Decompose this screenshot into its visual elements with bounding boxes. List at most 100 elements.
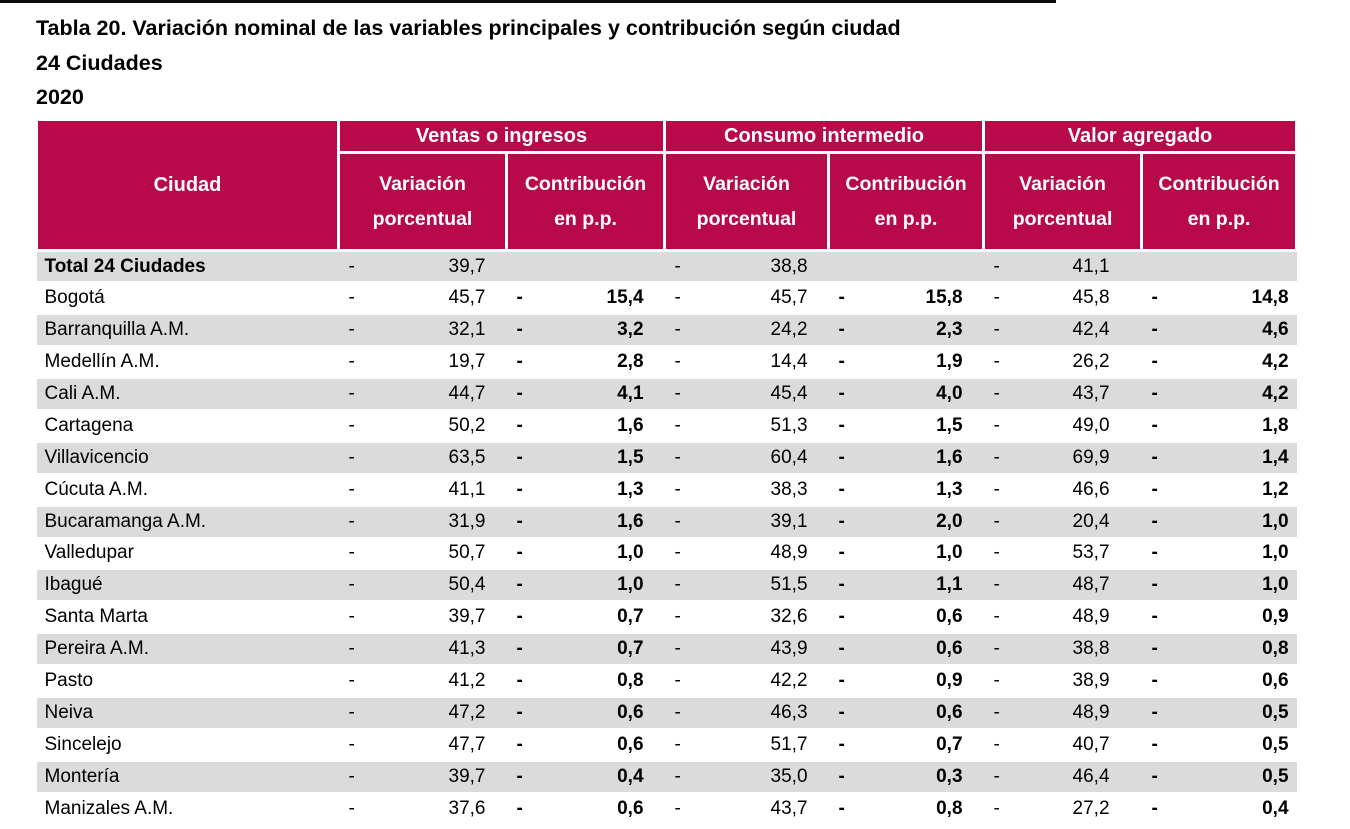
table-header: Ciudad Ventas o ingresos Consumo interme… [35, 118, 1299, 252]
minus-sign: - [993, 670, 1000, 692]
minus-sign: - [674, 319, 681, 341]
minus-sign: - [674, 255, 681, 277]
table-row: Pereira A.M. -41,3-0,7-43,9-0,6-38,8-0,8 [36, 633, 1297, 667]
minus-sign: - [516, 733, 523, 755]
minus-sign: - [516, 383, 523, 404]
minus-sign: - [674, 765, 681, 787]
cell-value: 46,4 [1072, 765, 1110, 787]
cell-value: 49,0 [1072, 414, 1110, 436]
minus-sign: - [674, 574, 681, 596]
cell-value: 1,1 [936, 574, 963, 596]
consumo-variacion-cell: - 46,3 [664, 696, 829, 730]
cell-value: 41,1 [1072, 255, 1110, 277]
valor-contribucion-cell: - 1,8 [1141, 409, 1297, 443]
consumo-contribucion-cell: - 0,6 [828, 601, 984, 635]
ventas-contribucion-cell: - 1,6 [506, 409, 665, 443]
consumo-contribucion-cell: - 2,0 [828, 505, 984, 539]
minus-sign: - [516, 319, 523, 341]
minus-sign: - [348, 287, 355, 309]
ciudad-cell: Cali A.M. [36, 378, 339, 411]
ventas-variacion-cell: - 47,7 [338, 728, 507, 762]
minus-sign: - [1151, 510, 1158, 532]
table-row: Medellín A.M. -19,7-2,8-14,4-1,9-26,2-4,2 [36, 346, 1297, 380]
minus-sign: - [1151, 733, 1158, 755]
ventas-variacion-cell: - 47,2 [338, 696, 507, 730]
minus-sign: - [993, 255, 1000, 277]
cell-value: 1,9 [936, 351, 963, 373]
consumo-contribucion-cell: - 2,3 [828, 314, 984, 348]
valor-variacion-cell: - 45,8 [983, 282, 1142, 316]
consumo-contribucion-cell [828, 250, 984, 284]
valor-contribucion-cell: - 0,9 [1141, 601, 1297, 635]
cell-value: 42,4 [1072, 319, 1110, 341]
cell-value: 69,9 [1072, 446, 1110, 468]
minus-sign: - [993, 765, 1000, 787]
minus-sign: - [674, 797, 681, 819]
cell-value: 1,4 [1262, 446, 1289, 468]
valor-variacion-cell: - 49,0 [983, 409, 1142, 443]
valor-variacion-cell: - 46,4 [983, 760, 1142, 794]
minus-sign: - [516, 574, 523, 596]
consumo-variacion-cell: - 45,4 [664, 378, 829, 411]
cell-value: 39,7 [448, 255, 486, 277]
minus-sign: - [1151, 542, 1158, 564]
ciudad-cell: Barranquilla A.M. [36, 314, 339, 348]
ventas-contribucion-cell: - 0,8 [506, 665, 665, 698]
minus-sign: - [348, 351, 355, 373]
ventas-contribucion-cell: - 2,8 [506, 346, 665, 380]
minus-sign: - [993, 542, 1000, 564]
consumo-contribucion-cell: - 4,0 [828, 378, 984, 411]
consumo-variacion-cell: - 38,8 [664, 250, 829, 284]
consumo-variacion-cell: - 43,9 [664, 633, 829, 667]
cell-value: 37,6 [448, 797, 486, 819]
consumo-contribucion-cell: - 1,5 [828, 409, 984, 443]
minus-sign: - [1151, 478, 1158, 500]
ventas-contribucion-cell: - 0,4 [506, 760, 665, 794]
minus-sign: - [838, 287, 845, 309]
ventas-contribucion-cell: - 1,5 [506, 441, 665, 475]
cell-value: 0,6 [936, 638, 963, 660]
title-block: Tabla 20. Variación nominal de las varia… [36, 11, 901, 115]
ventas-variacion-cell: - 19,7 [338, 346, 507, 380]
valor-contribucion-cell: - 0,5 [1141, 760, 1297, 794]
cell-value: 44,7 [448, 383, 486, 404]
minus-sign: - [674, 542, 681, 564]
minus-sign: - [993, 351, 1000, 373]
minus-sign: - [674, 510, 681, 532]
consumo-contribucion-cell: - 1,6 [828, 441, 984, 475]
minus-sign: - [674, 606, 681, 628]
minus-sign: - [348, 319, 355, 341]
valor-contribucion-cell: - 14,8 [1141, 282, 1297, 316]
minus-sign: - [1151, 638, 1158, 660]
table-row: Bucaramanga A.M. -31,9-1,6-39,1-2,0-20,4-… [36, 505, 1297, 539]
cell-value: 51,7 [770, 733, 808, 755]
ciudad-cell: Montería [36, 760, 339, 794]
minus-sign: - [993, 701, 1000, 723]
minus-sign: - [838, 542, 845, 564]
cell-value: 0,6 [617, 701, 644, 723]
cell-value: 39,7 [448, 606, 486, 628]
minus-sign: - [348, 701, 355, 723]
ventas-variacion-cell: - 39,7 [338, 601, 507, 635]
cell-value: 51,3 [770, 414, 808, 436]
minus-sign: - [674, 287, 681, 309]
minus-sign: - [516, 701, 523, 723]
minus-sign: - [348, 383, 355, 404]
header-group-ventas: Ventas o ingresos [336, 118, 667, 154]
consumo-variacion-cell: - 24,2 [664, 314, 829, 348]
ciudad-cell: Manizales A.M. [36, 792, 339, 826]
cell-value: 2,0 [936, 510, 963, 532]
cell-value: 1,0 [1262, 574, 1289, 596]
consumo-contribucion-cell: - 1,0 [828, 537, 984, 571]
ventas-variacion-cell: - 50,2 [338, 409, 507, 443]
minus-sign: - [1151, 351, 1158, 373]
cell-value: 0,7 [617, 638, 644, 660]
minus-sign: - [348, 574, 355, 596]
cell-value: 0,7 [936, 733, 963, 755]
cell-value: 48,9 [1072, 606, 1110, 628]
cell-value: 48,7 [1072, 574, 1110, 596]
cell-value: 45,8 [1072, 287, 1110, 309]
cell-value: 32,6 [770, 606, 808, 628]
ciudad-cell: Ibagué [36, 569, 339, 603]
consumo-contribucion-cell: - 1,9 [828, 346, 984, 380]
